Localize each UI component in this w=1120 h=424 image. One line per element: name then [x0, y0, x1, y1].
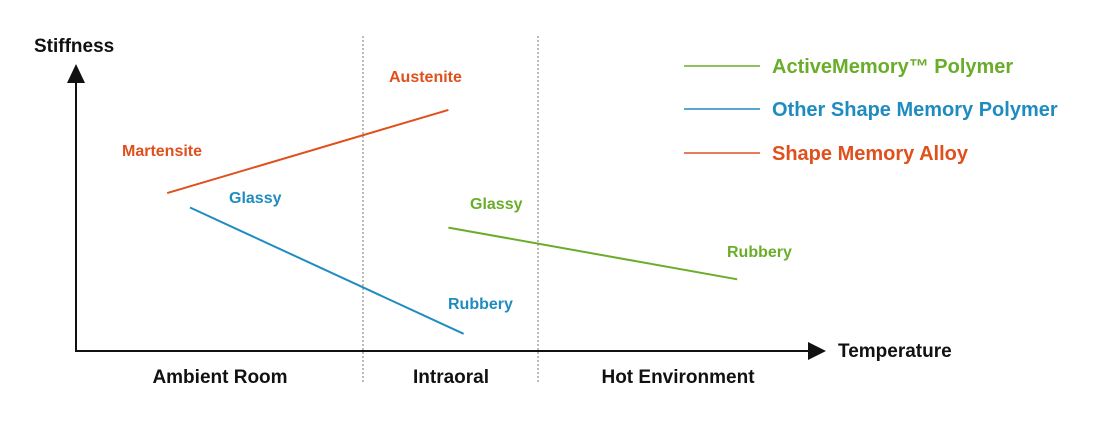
legend: ActiveMemory™ Polymer Other Shape Memory… — [684, 56, 1058, 165]
region-label-ambient-room: Ambient Room — [152, 367, 287, 388]
region-label-hot-environment: Hot Environment — [601, 367, 755, 388]
y-axis-arrow-icon — [67, 64, 85, 83]
label-other-smp-rubbery: Rubbery — [448, 296, 513, 313]
series-line-activememory-polymer — [448, 226, 738, 281]
x-axis-arrow-icon — [808, 342, 826, 360]
label-activememory-rubbery: Rubbery — [727, 244, 792, 261]
label-martensite: Martensite — [122, 143, 202, 160]
label-austenite: Austenite — [389, 69, 462, 86]
label-other-smp-glassy: Glassy — [229, 190, 282, 207]
legend-label-activememory: ActiveMemory™ Polymer — [772, 56, 1013, 78]
region-label-intraoral: Intraoral — [413, 367, 489, 388]
legend-label-sma: Shape Memory Alloy — [772, 143, 969, 165]
x-axis-title: Temperature — [838, 341, 952, 362]
legend-label-other-smp: Other Shape Memory Polymer — [772, 99, 1058, 121]
y-axis-title: Stiffness — [34, 36, 114, 57]
series-line-shape-memory-alloy — [166, 108, 449, 195]
series-line-other-shape-memory-polymer — [189, 206, 465, 335]
label-activememory-glassy: Glassy — [470, 196, 523, 213]
